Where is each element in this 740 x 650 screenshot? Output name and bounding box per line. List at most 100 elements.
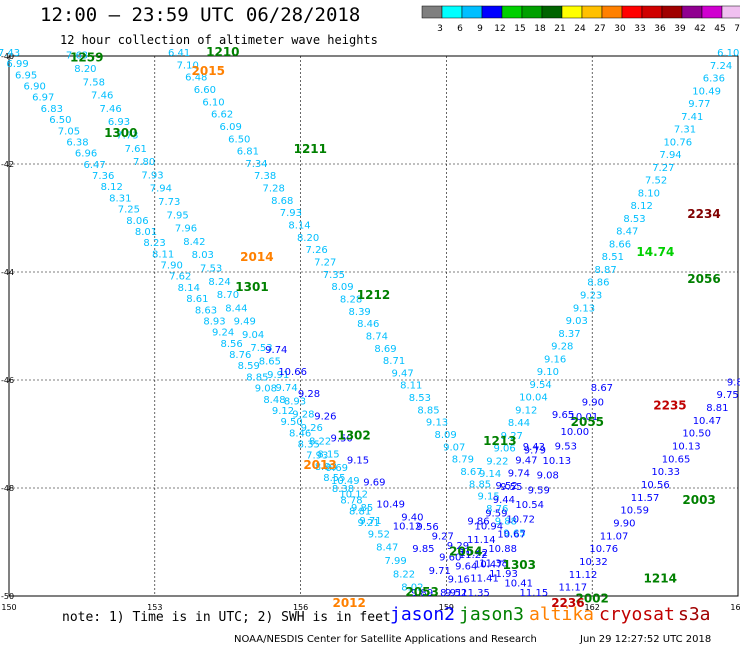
- swh-value: 10.12: [393, 522, 422, 533]
- swh-value: 11.38: [479, 559, 508, 570]
- swh-value: 6.99: [6, 59, 28, 70]
- track-time-label: 2012: [332, 596, 365, 610]
- lon-label: 165: [730, 603, 740, 612]
- swh-value: 9.71: [429, 566, 451, 577]
- swh-value: 6.10: [202, 97, 224, 108]
- swh-value: 9.49: [234, 317, 256, 328]
- legend-altika: altika: [529, 604, 595, 625]
- swh-value: 9.55: [500, 482, 522, 493]
- swh-value: 7.46: [99, 104, 121, 115]
- swh-value: 8.51: [602, 252, 624, 263]
- swh-value: 9.44: [493, 495, 515, 506]
- swh-value: 7.25: [118, 205, 140, 216]
- swh-value: 9.40: [401, 512, 423, 523]
- color-scale-legend: 36912151821242730333639424570(ft): [421, 5, 740, 34]
- swh-value: 6.41: [168, 48, 190, 59]
- swh-value: 8.02: [401, 583, 423, 594]
- track-time-label: 2055: [571, 415, 604, 429]
- swh-value: 10.04: [519, 393, 548, 404]
- swh-value: 10.59: [620, 506, 649, 517]
- swh-value: 9.85: [412, 544, 434, 555]
- swh-value: 7.34: [245, 159, 267, 170]
- swh-value: 9.06: [493, 444, 515, 455]
- swh-value: 7.61: [125, 144, 147, 155]
- swh-value: 6.96: [75, 149, 97, 160]
- swh-value: 10.67: [497, 529, 526, 540]
- swh-value: 10.65: [662, 454, 691, 465]
- swh-value: 9.12: [515, 405, 537, 416]
- colorbar-tick-label: 45: [714, 24, 725, 34]
- colorbar-tick-label: 3: [437, 24, 443, 34]
- swh-value: 10.13: [542, 456, 571, 467]
- swh-value: 8.63: [195, 305, 217, 316]
- swh-value: 9.90: [582, 397, 604, 408]
- swh-value: 10.49: [331, 476, 360, 487]
- track-time-label: 2234: [687, 207, 720, 221]
- swh-value: 8.76: [486, 504, 508, 515]
- swh-value: 8.14: [178, 283, 200, 294]
- swh-value: 9.86: [467, 517, 489, 528]
- lat-label: -40: [1, 52, 14, 61]
- swh-value: 9.28: [298, 389, 320, 400]
- swh-value: 9.21: [358, 518, 380, 529]
- swh-value: 9.77: [688, 99, 710, 110]
- swh-value: 9.90: [613, 518, 635, 529]
- colorbar-tick-label: 33: [634, 24, 645, 34]
- swh-value: 8.81: [349, 507, 371, 518]
- swh-value: 11.07: [600, 531, 629, 542]
- swh-value: 8.85: [469, 479, 491, 490]
- swh-value: 8.31: [109, 193, 131, 204]
- track-time-label: 1210: [206, 45, 239, 59]
- swh-value: 7.27: [314, 257, 336, 268]
- swh-value: 7.94: [659, 150, 681, 161]
- swh-value: 8.48: [263, 395, 285, 406]
- swh-value: 8.85: [417, 405, 439, 416]
- lat-label: -42: [1, 160, 14, 169]
- swh-value: 8.10: [638, 188, 660, 199]
- colorbar-tick-label: 15: [514, 24, 525, 34]
- swh-value: 6.81: [237, 147, 259, 158]
- swh-value: 10.94: [474, 522, 503, 533]
- colorbar-tick-label: 6: [457, 24, 463, 34]
- track-time-label: 1301: [235, 280, 268, 294]
- colorbar-tick-label: 39: [674, 24, 686, 34]
- swh-value: 10.42: [459, 548, 488, 559]
- lat-label: -50: [1, 592, 14, 601]
- swh-value: 8.09: [435, 430, 457, 441]
- swh-value: 7.46: [91, 91, 113, 102]
- swh-value: 7.05: [58, 126, 80, 137]
- swh-value: 9.80: [727, 377, 740, 388]
- swh-value: 9.50: [280, 417, 302, 428]
- wave-height-map: -40 -42 -44 -46 -48 -50 150 153 156 159 162 165 7.43…: [0, 45, 740, 612]
- swh-value: 8.67: [460, 467, 482, 478]
- swh-value: 8.37: [558, 329, 580, 340]
- swh-value: 9.79: [524, 445, 546, 456]
- swh-value: 8.39: [349, 307, 371, 318]
- swh-value: 10.01: [570, 412, 599, 423]
- swh-value: 9.07: [443, 442, 465, 453]
- swh-value: 6.93: [108, 117, 130, 128]
- swh-value: 9.74: [508, 469, 530, 480]
- swh-value: 10.12: [339, 490, 368, 501]
- swh-value: 6.90: [24, 82, 46, 93]
- swh-value: 7.36: [92, 171, 114, 182]
- track-time-label: 2235: [653, 399, 686, 413]
- swh-value: 9.89: [411, 588, 433, 599]
- track-time-label: 2003: [682, 493, 715, 507]
- swh-value: 9.52: [496, 481, 518, 492]
- swh-value: 8.20: [74, 64, 96, 75]
- track-time-label: 1302: [337, 428, 370, 442]
- lat-label: -46: [1, 376, 14, 385]
- swh-value: 11.57: [631, 493, 660, 504]
- swh-value: 6.50: [49, 115, 71, 126]
- swh-value: 6.09: [220, 122, 242, 133]
- swh-value: 11.41: [470, 573, 499, 584]
- swh-value: 8.71: [383, 356, 405, 367]
- swh-value: 9.74: [265, 345, 287, 356]
- swh-value: 8.14: [288, 221, 310, 232]
- swh-value: 11.22: [459, 550, 488, 561]
- swh-value: 7.80: [133, 157, 155, 168]
- legend-cryosat: cryosat: [599, 604, 675, 625]
- swh-value: 9.24: [212, 328, 234, 339]
- swh-value: 8.65: [259, 357, 281, 368]
